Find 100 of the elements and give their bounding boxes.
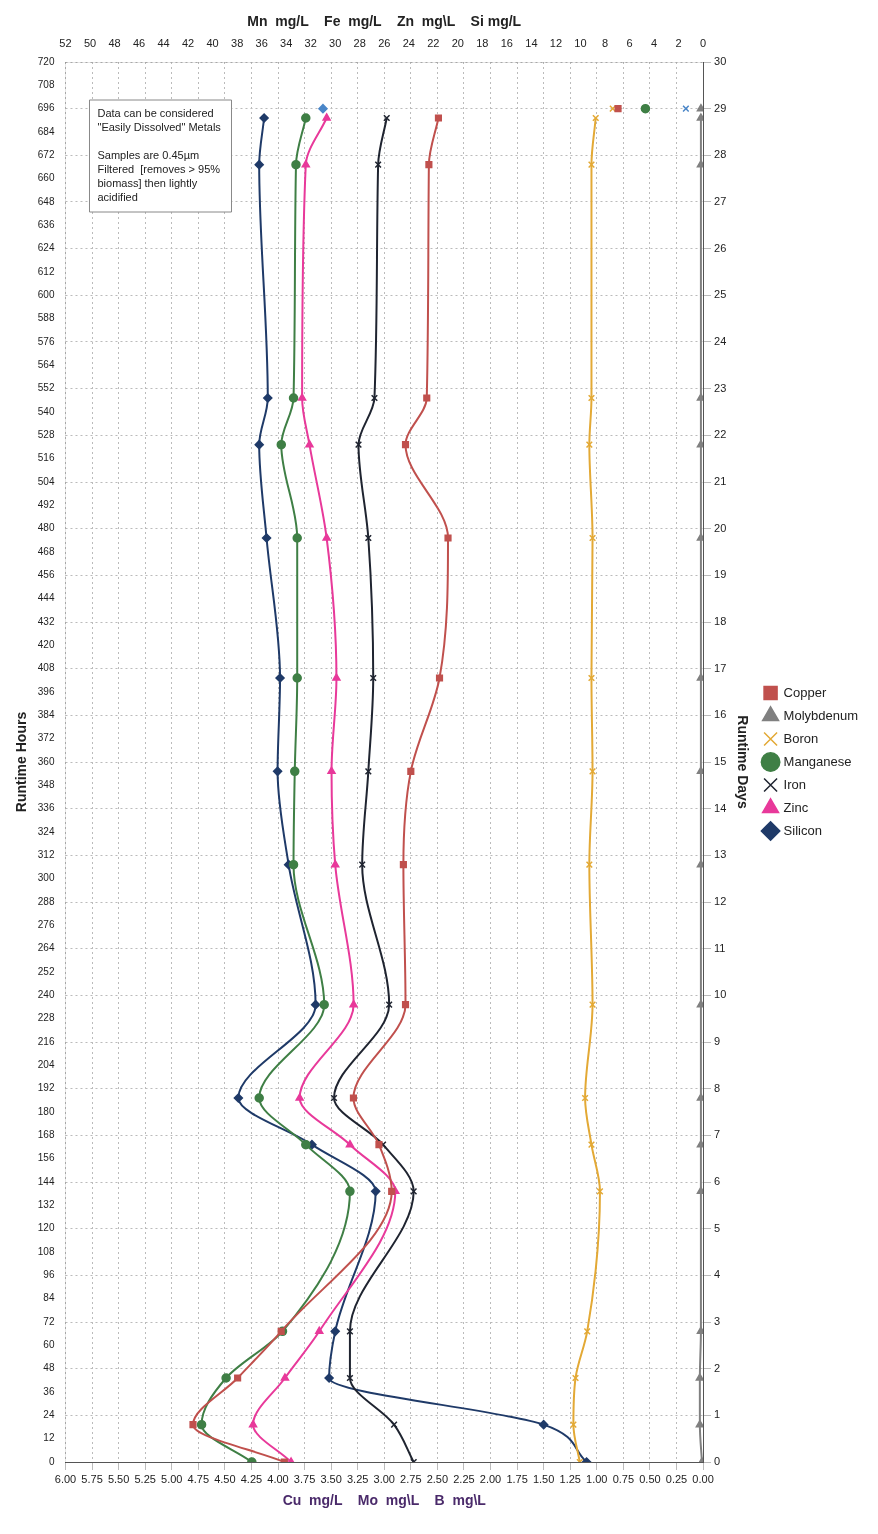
annotation: Samples are 0.45µm Filtered [removes > 95% biomass] then lightly acidified [97, 148, 221, 203]
x-tick-label: 0.50 [639, 1472, 661, 1485]
y2-tick-label: 420 [37, 639, 55, 651]
y2-tick-label: 648 [37, 195, 55, 207]
y2-tick-label: 156 [37, 1152, 55, 1164]
y-tick-label: 14 [714, 801, 727, 814]
y2-tick-label: 72 [43, 1315, 55, 1327]
x2-tick-label: 6 [626, 37, 633, 50]
y2-tick-label: 456 [37, 569, 55, 581]
y-tick-label: 19 [714, 568, 727, 581]
y2-tick-label: 468 [37, 545, 55, 557]
y2-tick-label: 24 [43, 1409, 55, 1421]
x-tick-label: 1.75 [506, 1472, 528, 1485]
x-tick-label: 4.50 [214, 1472, 236, 1485]
legend-label: Manganese [783, 753, 852, 769]
x2-tick-label: 12 [549, 37, 563, 50]
y2-tick-label: 432 [37, 615, 55, 627]
y-tick-label: 25 [714, 288, 727, 301]
x2-tick-label: 16 [500, 37, 513, 50]
x2-tick-label: 22 [427, 37, 440, 50]
y-tick-label: 0 [714, 1455, 721, 1468]
y2-tick-label: 240 [37, 989, 55, 1001]
x2-tick-label: 46 [132, 37, 146, 50]
y2-tick-label: 192 [37, 1082, 55, 1094]
y2-tick-label: 444 [37, 592, 55, 604]
y2-tick-label: 384 [37, 709, 55, 721]
y-tick-label: 23 [714, 381, 727, 394]
x-tick-label: 2.50 [426, 1472, 449, 1485]
x2-tick-label: 10 [574, 37, 587, 50]
y2-tick-label: 168 [37, 1129, 55, 1141]
x-tick-label: 1.00 [586, 1472, 608, 1485]
y2-tick-label: 12 [43, 1432, 55, 1444]
x2-tick-label: 18 [476, 37, 489, 50]
y-tick-label: 1 [714, 1408, 721, 1421]
y2-tick-label: 528 [37, 429, 55, 441]
y2-tick-label: 204 [37, 1059, 55, 1071]
x2-tick-label: 8 [601, 37, 609, 50]
y-tick-label: 26 [714, 241, 727, 254]
y2-tick-label: 552 [37, 382, 55, 394]
x2-tick-label: 24 [402, 37, 415, 50]
x-tick-label: 5.00 [161, 1472, 183, 1485]
x-tick-label: 0.25 [665, 1472, 688, 1485]
y-tick-label: 27 [714, 195, 727, 208]
y2-tick-label: 60 [43, 1339, 55, 1351]
x-tick-label: 4.75 [187, 1472, 210, 1485]
y-tick-label: 21 [714, 475, 727, 488]
y-tick-label: 6 [714, 1175, 721, 1188]
x-tick-label: 2.75 [400, 1472, 422, 1485]
x-axis-title: Cu mg/L Mo mg\L B mg\L [282, 1492, 487, 1509]
y2-tick-label: 144 [37, 1175, 55, 1187]
y2-tick-label: 300 [37, 872, 55, 884]
y-tick-label: 10 [714, 988, 727, 1001]
y2-tick-label: 492 [37, 499, 55, 511]
y2-tick-label: 600 [37, 289, 55, 301]
y2-tick-label: 684 [37, 125, 55, 137]
legend-label: Zinc [783, 799, 809, 815]
x-tick-label: 6.00 [54, 1472, 77, 1485]
legend-label: Silicon [783, 822, 822, 838]
y-tick-label: 2 [714, 1361, 721, 1374]
y-tick-label: 9 [714, 1035, 721, 1048]
y-tick-label: 16 [714, 708, 727, 721]
y2-tick-label: 576 [37, 335, 55, 347]
y2-tick-label: 252 [37, 965, 55, 977]
x-tick-label: 0.00 [692, 1472, 714, 1485]
x2-tick-label: 38 [231, 37, 244, 50]
y2-tick-label: 720 [37, 55, 55, 67]
y2-tick-label: 228 [37, 1012, 55, 1024]
y2-tick-label: 396 [37, 685, 55, 697]
x-tick-label: 4.00 [267, 1472, 289, 1485]
y-tick-label: 17 [714, 661, 727, 674]
x2-tick-label: 34 [280, 37, 293, 50]
y2-tick-label: 624 [37, 242, 55, 254]
y-axis-title: Runtime Days [734, 715, 751, 809]
y-tick-label: 29 [714, 101, 727, 114]
y2-tick-label: 696 [37, 102, 55, 114]
x-tick-label: 5.75 [81, 1472, 103, 1485]
y2-tick-label: 564 [37, 359, 55, 371]
y-tick-label: 20 [714, 521, 727, 534]
y2-tick-label: 636 [37, 219, 55, 231]
y-tick-label: 15 [714, 755, 727, 768]
y-tick-label: 22 [714, 428, 727, 441]
y2-tick-label: 48 [43, 1362, 55, 1374]
legend-label: Iron [783, 776, 806, 792]
y-tick-label: 3 [714, 1315, 721, 1328]
y2-tick-label: 96 [43, 1269, 55, 1281]
x2-tick-label: 40 [206, 37, 219, 50]
y2-tick-label: 516 [37, 452, 55, 464]
legend-label: Molybdenum [783, 707, 859, 723]
x2-tick-label: 36 [255, 37, 268, 50]
y2-tick-label: 372 [37, 732, 55, 744]
y2-tick-label: 108 [37, 1245, 55, 1257]
y-tick-label: 24 [714, 335, 727, 348]
x2-tick-label: 2 [675, 37, 682, 50]
y2-tick-label: 480 [37, 522, 55, 534]
y2-tick-label: 180 [37, 1105, 55, 1117]
x2-tick-label: 28 [353, 37, 366, 50]
x-tick-label: 2.00 [479, 1472, 502, 1485]
y2-tick-label: 708 [37, 79, 55, 91]
x-tick-label: 0.75 [612, 1472, 635, 1485]
x2-tick-label: 32 [304, 37, 317, 50]
